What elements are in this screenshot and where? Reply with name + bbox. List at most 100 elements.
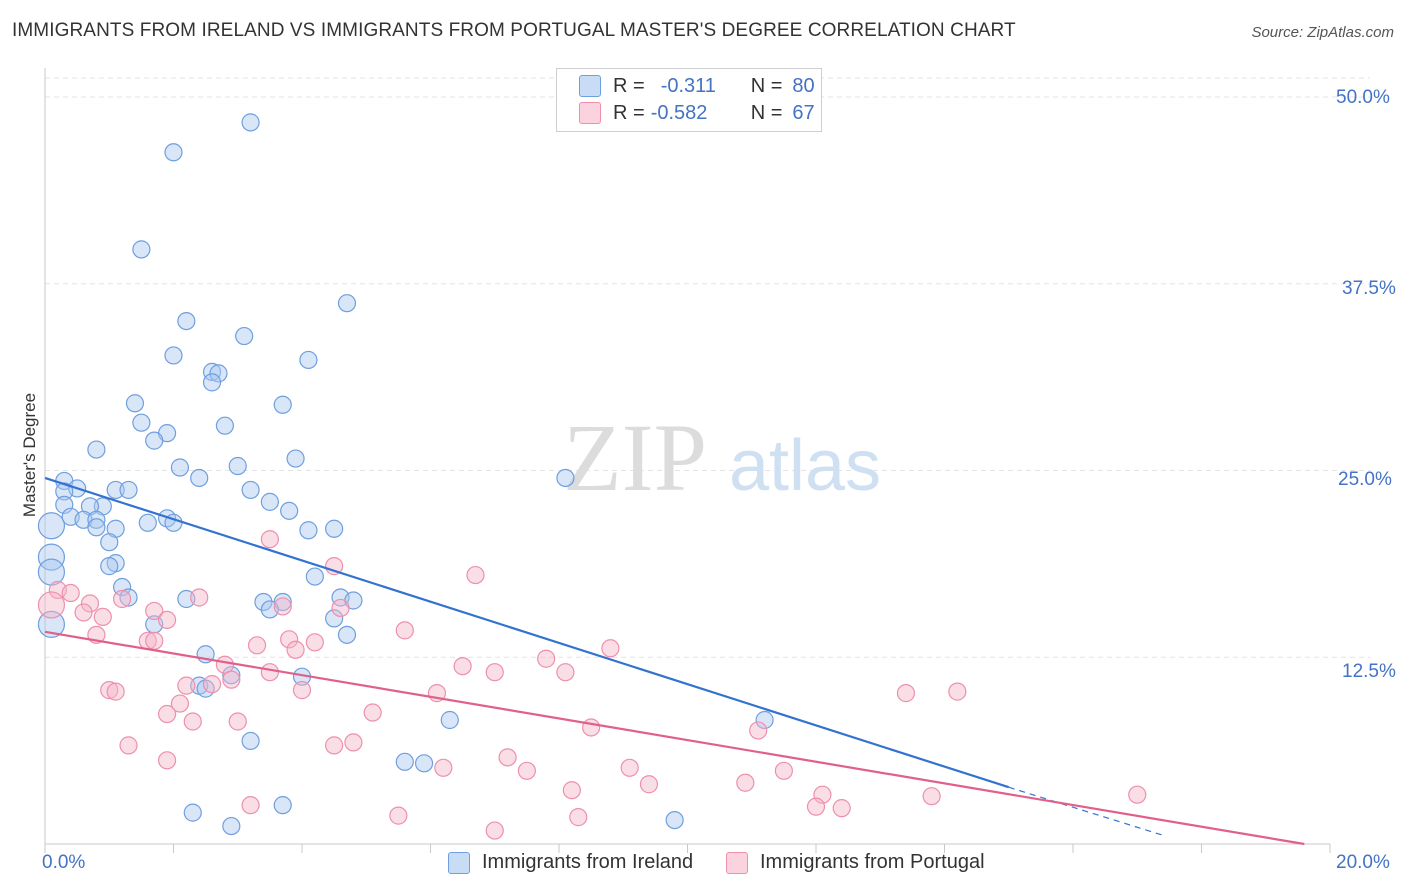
portugal-point xyxy=(157,704,177,724)
x-tick-label-max: 20.0% xyxy=(1336,852,1390,873)
portugal-point xyxy=(749,721,768,740)
portugal-point xyxy=(832,799,851,818)
portugal-point xyxy=(896,684,916,703)
ireland-point xyxy=(202,362,222,381)
portugal-point xyxy=(260,530,279,549)
portugal-point xyxy=(37,591,66,619)
ireland-point xyxy=(55,482,74,501)
y-axis-label: Master's Degree xyxy=(20,392,39,518)
ireland-point xyxy=(254,592,273,612)
series-portugal-points xyxy=(37,530,1147,840)
portugal-point xyxy=(562,781,581,800)
portugal-point xyxy=(260,663,279,682)
n-label: N = xyxy=(750,101,783,124)
portugal-swatch xyxy=(579,102,601,124)
portugal-point xyxy=(517,761,536,780)
portugal-point xyxy=(145,601,164,621)
ireland-point xyxy=(87,518,106,537)
portugal-point xyxy=(1128,785,1147,804)
portugal-point xyxy=(280,630,299,649)
ireland-swatch xyxy=(579,75,601,97)
portugal-point xyxy=(93,607,112,627)
ireland-point xyxy=(241,113,260,132)
portugal-point xyxy=(273,597,292,616)
portugal-point xyxy=(363,703,382,722)
bottom-legend-portugal: Immigrants from Portugal xyxy=(726,851,985,874)
chart-title: IMMIGRANTS FROM IRELAND VS IMMIGRANTS FR… xyxy=(12,20,1016,41)
ireland-point xyxy=(170,458,190,477)
ireland-point xyxy=(87,510,106,529)
portugal-point xyxy=(466,565,485,585)
ireland-point xyxy=(100,533,119,552)
ireland-point xyxy=(37,543,66,571)
portugal-point xyxy=(395,621,414,640)
trend-lines xyxy=(44,476,1305,846)
portugal-point xyxy=(183,712,202,731)
n-label: N = xyxy=(750,74,783,97)
ireland-point xyxy=(119,588,138,607)
portugal-point xyxy=(556,663,575,682)
ireland-point xyxy=(164,346,183,365)
ireland-point xyxy=(299,521,318,540)
portugal-legend-label: Immigrants from Portugal xyxy=(760,851,985,873)
ireland-point xyxy=(325,519,344,538)
y-tick-label: 12.5% xyxy=(1342,661,1396,682)
portugal-point xyxy=(80,594,100,613)
stats-legend: R = -0.311 N = 80 R = -0.582 N = 67 xyxy=(556,68,822,132)
portugal-point xyxy=(325,736,344,755)
ireland-point xyxy=(37,512,66,540)
ireland-point xyxy=(325,609,344,628)
portugal-point xyxy=(61,583,80,603)
x-tick-label-min: 0.0% xyxy=(42,852,86,873)
portugal-point xyxy=(498,748,517,767)
ireland-point xyxy=(106,480,125,500)
portugal-point xyxy=(774,761,793,780)
ireland-point xyxy=(119,480,138,500)
ireland-point xyxy=(755,710,774,730)
ireland-point xyxy=(222,816,241,836)
portugal-point xyxy=(286,640,305,659)
ireland-r-value: -0.311 xyxy=(660,74,716,97)
ireland-trend-extension xyxy=(1008,786,1164,836)
legend-row-ireland: R = -0.311 N = 80 xyxy=(579,73,815,99)
portugal-point xyxy=(620,758,639,777)
portugal-point xyxy=(202,675,222,694)
ireland-trend-line xyxy=(44,476,1010,789)
ireland-point xyxy=(37,610,66,638)
ireland-point xyxy=(337,625,357,644)
ireland-point xyxy=(273,796,292,815)
ireland-point xyxy=(177,312,196,331)
portugal-point xyxy=(228,712,247,731)
portugal-point xyxy=(344,733,363,752)
portugal-point xyxy=(948,682,967,701)
ireland-point xyxy=(440,710,459,730)
portugal-point xyxy=(639,775,659,794)
ireland-point xyxy=(241,731,260,751)
ireland-point xyxy=(215,416,234,435)
legend-row-portugal: R = -0.582 N = 67 xyxy=(579,100,815,126)
grid-lines xyxy=(45,77,1370,658)
ireland-legend-label: Immigrants from Ireland xyxy=(482,851,694,873)
ireland-point xyxy=(138,513,157,532)
ireland-point xyxy=(87,440,106,459)
ireland-point xyxy=(222,666,241,685)
y-tick-label: 25.0% xyxy=(1338,469,1392,490)
portugal-point xyxy=(453,657,472,676)
portugal-point xyxy=(485,663,504,682)
portugal-point xyxy=(241,796,260,815)
portugal-point xyxy=(569,808,588,827)
ireland-point xyxy=(241,480,260,500)
portugal-point xyxy=(190,588,209,607)
ireland-point xyxy=(164,143,183,162)
portugal-point xyxy=(292,681,312,700)
watermark-atlas: atlas xyxy=(729,426,881,506)
r-label: R = xyxy=(613,101,645,124)
portugal-point xyxy=(537,649,556,668)
portugal-point xyxy=(485,821,504,840)
portugal-r-value: -0.582 xyxy=(650,101,708,124)
ireland-point xyxy=(286,449,305,468)
portugal-n-value: 67 xyxy=(792,101,815,124)
portugal-point xyxy=(389,806,408,825)
portugal-point xyxy=(305,633,324,652)
